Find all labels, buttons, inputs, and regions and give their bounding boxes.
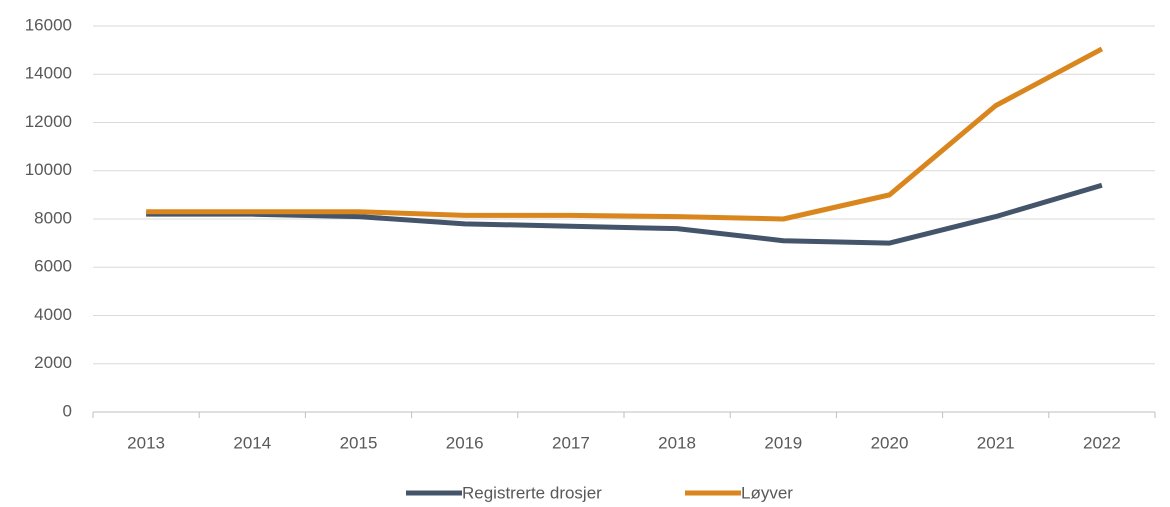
y-tick-label: 14000 (25, 64, 72, 83)
x-tick-label: 2020 (871, 433, 909, 452)
x-tick-label: 2016 (446, 433, 484, 452)
x-tick-label: 2021 (977, 433, 1015, 452)
y-tick-label: 0 (63, 401, 72, 420)
y-tick-label: 12000 (25, 112, 72, 131)
y-tick-label: 2000 (34, 353, 72, 372)
legend-label: Registrerte drosjer (462, 483, 602, 502)
x-tick-label: 2019 (764, 433, 802, 452)
line-series (146, 46, 1104, 222)
line-series (146, 182, 1103, 246)
x-tick-label: 2018 (658, 433, 696, 452)
y-tick-label: 6000 (34, 257, 72, 276)
y-tick-label: 16000 (25, 15, 72, 34)
legend-label: Løyver (741, 483, 793, 502)
y-tick-label: 10000 (25, 160, 72, 179)
x-tick-label: 2015 (340, 433, 378, 452)
x-tick-label: 2013 (127, 433, 165, 452)
y-tick-label: 8000 (34, 208, 72, 227)
x-tick-label: 2014 (233, 433, 271, 452)
y-tick-label: 4000 (34, 305, 72, 324)
x-tick-label: 2022 (1083, 433, 1121, 452)
x-tick-label: 2017 (552, 433, 590, 452)
